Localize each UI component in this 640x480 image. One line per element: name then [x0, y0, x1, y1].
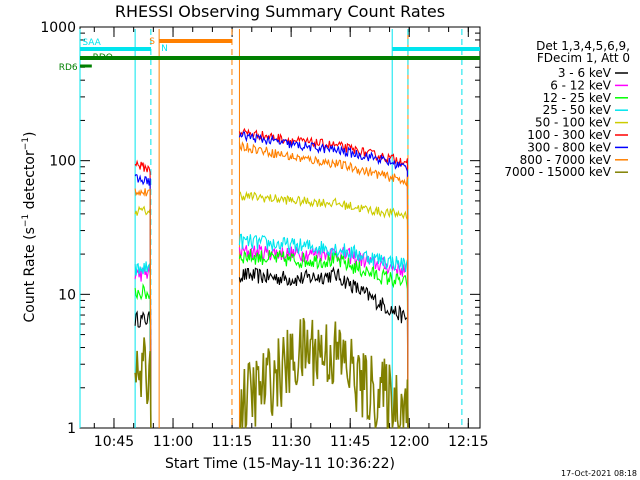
y-axis-label-mid: detector — [22, 150, 38, 214]
x-tick-label: 11:30 — [271, 434, 311, 450]
y-axis-label-sup1: −1 — [21, 214, 31, 227]
x-axis-label: Start Time (15-May-11 10:36:22) — [165, 456, 395, 472]
series-line — [134, 190, 409, 429]
flag-label: S — [149, 37, 155, 47]
x-tick-label: 10:45 — [94, 434, 134, 450]
y-axis-label-sup2: −1 — [21, 137, 31, 150]
y-axis-label: Count Rate (s−1 detector−1) — [21, 132, 38, 323]
flag-label: N — [161, 44, 168, 54]
flag-label: SAA — [82, 38, 101, 48]
x-tick-label: 11:15 — [212, 434, 252, 450]
legend-entry: 800 - 7000 keV — [520, 153, 612, 167]
x-tick-label: 12:15 — [448, 434, 488, 450]
y-tick-label: 1 — [67, 421, 76, 437]
y-axis-label-base: Count Rate (s — [22, 227, 38, 322]
series-line — [134, 131, 409, 429]
chart-title: RHESSI Observing Summary Count Rates — [115, 2, 445, 21]
flag-label: RDO — [93, 53, 113, 63]
legend-entry: 12 - 25 keV — [543, 91, 612, 105]
legend-entry: 3 - 6 keV — [558, 66, 612, 80]
series-line — [134, 266, 409, 429]
legend-entry: 25 - 50 keV — [543, 103, 612, 117]
y-tick-label: 100 — [49, 154, 76, 170]
plot-layer: 1 10 100 1000 10:45 11:00 11:15 11:30 11:45 12:00… — [40, 20, 488, 450]
series-line — [134, 233, 409, 429]
legend-entry: 6 - 12 keV — [550, 78, 612, 92]
legend-header: FDecim 1, Att 0 — [537, 51, 630, 65]
legend-entry: 300 - 800 keV — [527, 140, 611, 154]
legend-header: Det 1,3,4,5,6,9, — [536, 39, 630, 53]
x-tick-label: 11:00 — [153, 434, 193, 450]
series-line — [134, 141, 409, 429]
x-tick-label: 11:45 — [330, 434, 370, 450]
x-tick-label: 12:00 — [389, 434, 429, 450]
y-axis-label-end: ) — [22, 132, 38, 137]
flag-label: RD6 — [59, 63, 78, 73]
legend: Det 1,3,4,5,6,9,FDecim 1, Att 03 - 6 keV… — [504, 39, 630, 179]
timestamp: 17-Oct-2021 08:18 — [561, 469, 637, 478]
y-tick-label: 10 — [58, 287, 76, 303]
series-line — [134, 317, 409, 429]
series-line — [134, 249, 409, 429]
legend-entry: 50 - 100 keV — [535, 116, 612, 130]
legend-entry: 100 - 300 keV — [527, 128, 611, 142]
y-tick-label: 1000 — [40, 20, 76, 36]
legend-entry: 7000 - 15000 keV — [504, 165, 611, 179]
